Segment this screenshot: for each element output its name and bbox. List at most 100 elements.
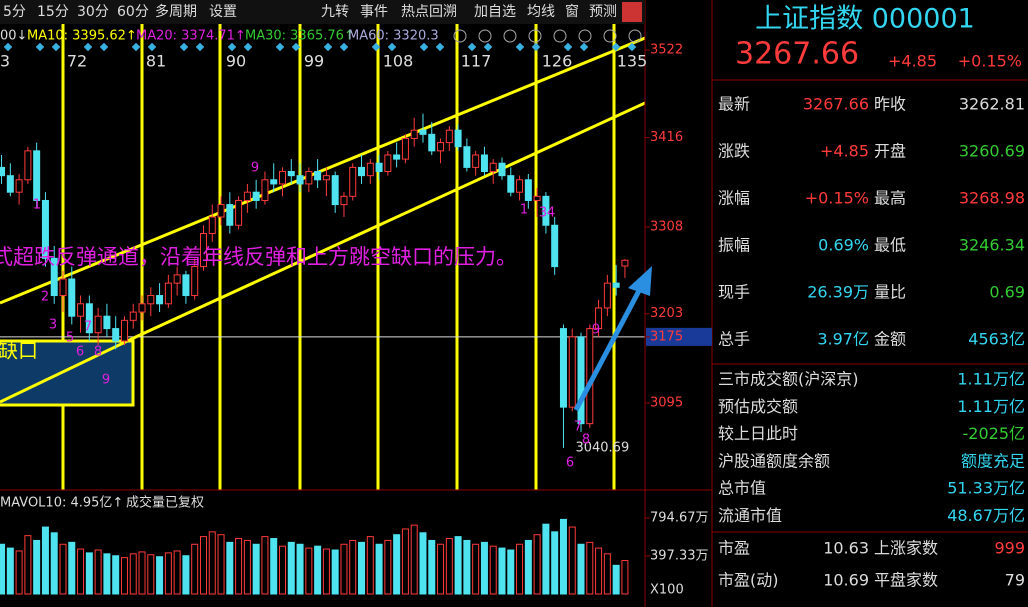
candle-body <box>305 171 313 185</box>
comment: 式超跌反弹通道，沿着年线反弹和上方跳空缺口的压力。 <box>0 245 517 269</box>
pe-value: 10.69 <box>823 571 869 590</box>
volume-bar <box>156 556 164 595</box>
volume-bar <box>103 553 111 595</box>
y-tick-label: 3308 <box>650 219 683 234</box>
toolbar-button[interactable]: 多周期 <box>155 3 197 20</box>
candle-body <box>270 179 278 185</box>
candle-body <box>85 303 93 334</box>
quote-label: 涨跌 <box>718 142 750 161</box>
quote-value: 3267.66 <box>803 95 869 114</box>
arrow-head <box>628 266 652 296</box>
volume-bar <box>112 555 120 595</box>
y-tick-label: 3203 <box>650 306 683 321</box>
toolbar-button[interactable]: 加自选 <box>474 4 516 20</box>
candle-body <box>243 191 251 201</box>
tool-icon[interactable] <box>628 29 642 43</box>
candle-body <box>103 315 111 330</box>
tool-icon[interactable] <box>453 29 467 43</box>
candle-body <box>182 274 190 297</box>
quote-label: 量比 <box>874 283 906 302</box>
tool-icon[interactable] <box>603 29 617 43</box>
pe-value: 999 <box>994 539 1025 558</box>
marker <box>195 42 205 52</box>
tool-icon[interactable] <box>553 29 567 43</box>
toolbar-button[interactable]: 事件 <box>360 4 388 20</box>
ma-legend: 00↓ <box>0 29 27 44</box>
marker <box>323 42 333 52</box>
cycle-label: 81 <box>146 52 166 71</box>
marker <box>467 42 477 52</box>
volume-bar <box>147 554 155 595</box>
candle-body <box>542 195 550 226</box>
volume-bar <box>480 541 488 595</box>
quote-value: 3.97亿 <box>817 330 869 349</box>
toolbar-button[interactable]: 5分 <box>3 4 26 20</box>
marker <box>371 42 381 52</box>
close-button[interactable] <box>622 2 642 22</box>
pe-label: 市盈 <box>718 539 750 558</box>
candle-body <box>366 162 374 177</box>
volume-bar <box>524 539 532 595</box>
candle-body <box>340 195 348 206</box>
quote-price: 3267.66 <box>735 37 859 72</box>
candle-body <box>77 303 85 317</box>
volume-bar <box>603 553 611 595</box>
candle-body <box>533 195 541 201</box>
toolbar-button[interactable]: 15分 <box>37 4 69 20</box>
tool-icon[interactable] <box>578 29 592 43</box>
quote-label: 昨收 <box>874 95 906 114</box>
tool-icon[interactable] <box>528 29 542 43</box>
marker <box>243 42 253 52</box>
toolbar-button[interactable]: 热点回溯 <box>401 4 457 20</box>
tool-icon[interactable] <box>503 29 517 43</box>
candle-body <box>94 315 102 334</box>
quote-label: 最高 <box>874 189 906 208</box>
ma-legend: MA30: 3365.76↑ <box>245 29 355 44</box>
td-count: 6 <box>76 345 84 360</box>
td-count: 9 <box>102 373 110 388</box>
volume-tick-label: 397.33万 <box>650 548 709 563</box>
volume-bar <box>401 528 409 595</box>
tool-icon[interactable] <box>478 29 492 43</box>
candle-body <box>279 171 286 185</box>
toolbar-button[interactable]: 设置 <box>209 4 237 20</box>
cycle-label: 99 <box>304 52 324 71</box>
volume-bar <box>279 545 286 595</box>
td-count: 5 <box>66 331 74 346</box>
candle-body <box>393 154 401 160</box>
toolbar-button[interactable]: 30分 <box>77 4 109 20</box>
td-count: 4 <box>547 206 555 221</box>
candle-body <box>164 282 172 305</box>
toolbar-button[interactable]: 九转 <box>321 4 349 20</box>
marker <box>179 42 189 52</box>
quote-label: 最新 <box>718 95 750 114</box>
toolbar-button[interactable]: 均线 <box>527 4 555 20</box>
volume-bar <box>437 543 445 595</box>
marker <box>131 42 141 52</box>
toolbar-button[interactable]: 60分 <box>117 4 149 20</box>
candle-body <box>191 266 199 297</box>
volume-bar <box>358 541 366 595</box>
stat-value: 51.33万亿 <box>947 479 1025 498</box>
marker <box>3 42 13 52</box>
toolbar-button[interactable]: 窗 <box>565 3 579 20</box>
volume-bar <box>226 541 234 595</box>
quote-label: 涨幅 <box>718 189 750 208</box>
volume-legend: MAVOL10: 4.95亿↑ <box>0 496 123 511</box>
volume-bar <box>50 532 58 595</box>
toolbar-button[interactable]: 预测 <box>589 4 617 20</box>
channel-line <box>139 101 645 337</box>
cycle-label: 117 <box>461 52 492 71</box>
volume-bar <box>208 531 216 595</box>
quote-label: 最低 <box>874 236 906 255</box>
marker <box>99 42 109 52</box>
quote-label: 振幅 <box>718 236 750 255</box>
volume-bar <box>507 549 515 595</box>
volume-bar <box>261 536 269 595</box>
cycle-label: 108 <box>383 52 414 71</box>
candle-body <box>489 162 497 173</box>
stat-label: 预估成交额 <box>718 397 798 416</box>
quote-value: 4563亿 <box>968 330 1025 349</box>
candle-body <box>0 166 6 177</box>
